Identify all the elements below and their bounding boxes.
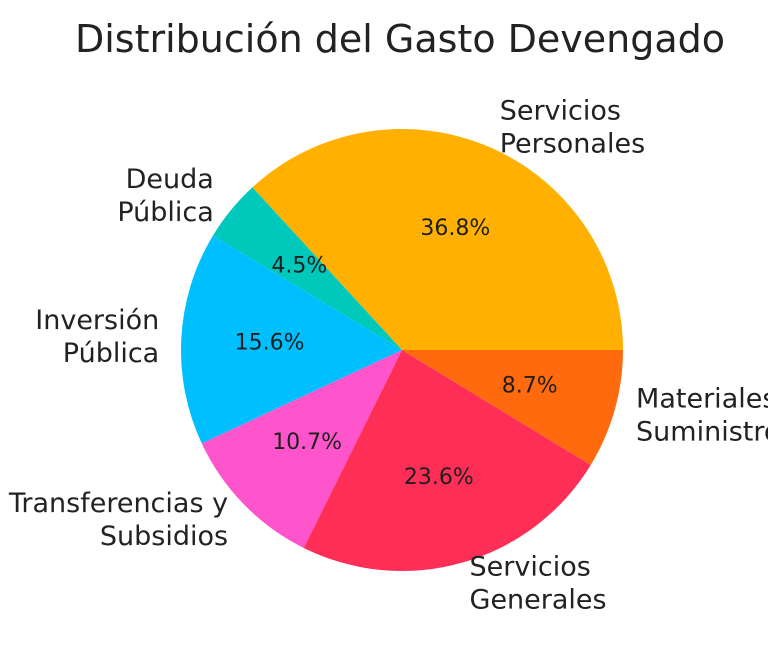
- slice-category-label: Servicios Personales: [500, 95, 645, 159]
- slice-category-label: Servicios Generales: [470, 552, 607, 616]
- slice-percent-label: 4.5%: [271, 254, 327, 279]
- slice-category-label: Transferencias y Subsidios: [8, 488, 228, 552]
- slice-category-label: Inversión Pública: [35, 305, 159, 369]
- pie-slice: [402, 350, 623, 465]
- slice-percent-label: 15.6%: [235, 330, 305, 355]
- pie-slice: [303, 350, 591, 572]
- percent-labels: 36.8% 4.5% 15.6% 10.7% 23.6% 8.7%: [235, 216, 558, 490]
- slice-percent-label: 8.7%: [502, 373, 558, 398]
- pie-slice: [181, 235, 402, 444]
- slice-category-label: Deuda Pública: [117, 164, 213, 228]
- pie-slices: [181, 129, 623, 572]
- category-labels: Servicios Personales Deuda Pública Inversión…: [8, 95, 768, 615]
- chart-title: Distribución del Gasto Devengado: [75, 17, 725, 61]
- slice-percent-label: 10.7%: [272, 430, 342, 455]
- slice-percent-label: 36.8%: [420, 216, 490, 241]
- pie-slice: [212, 187, 402, 350]
- pie-slice: [252, 129, 623, 350]
- slice-percent-label: 23.6%: [404, 465, 474, 490]
- slice-category-label: Materiales ySuministros: [636, 384, 768, 448]
- pie-slice: [201, 350, 402, 548]
